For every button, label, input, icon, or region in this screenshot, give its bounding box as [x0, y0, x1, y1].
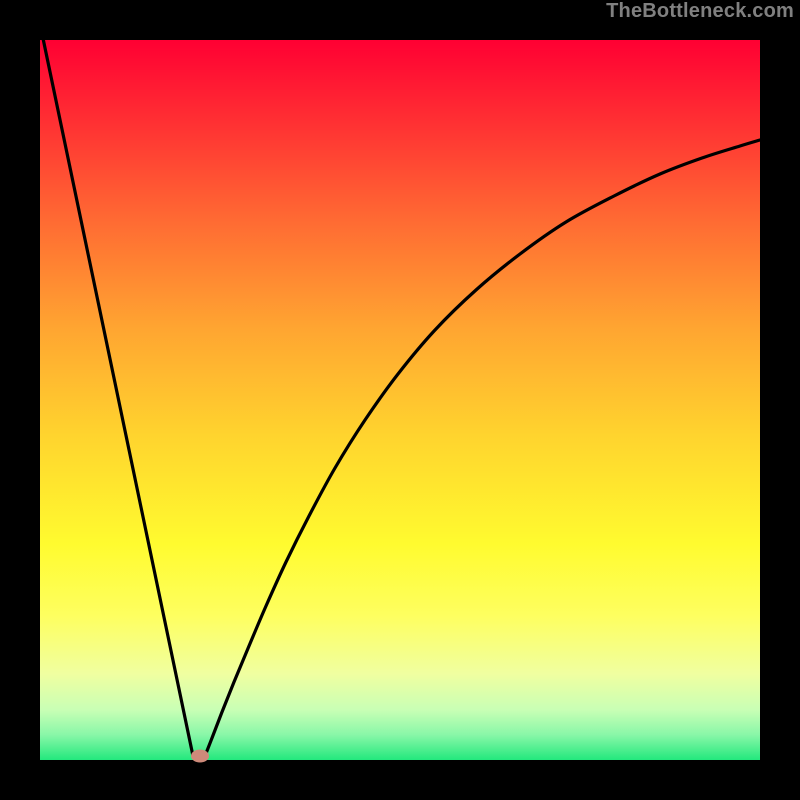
bottleneck-chart-svg — [0, 0, 800, 800]
chart-container: TheBottleneck.com — [0, 0, 800, 800]
plot-area-rect — [40, 40, 760, 760]
watermark-text: TheBottleneck.com — [606, 0, 794, 23]
optimum-marker — [191, 750, 209, 763]
